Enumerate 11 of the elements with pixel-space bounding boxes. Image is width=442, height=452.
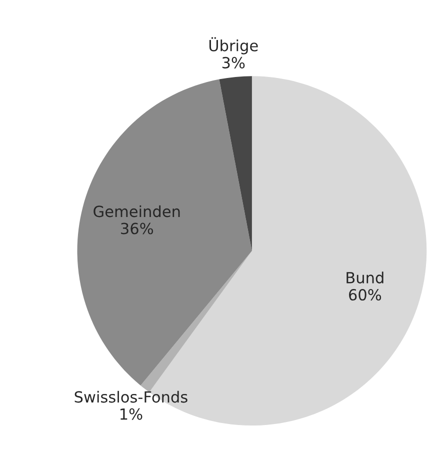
data-label: 3%: [222, 56, 245, 68]
slice-label: Bund: [346, 272, 384, 284]
data-label: 1%: [120, 408, 142, 420]
data-label: 60%: [349, 289, 382, 301]
pie-slice: [219, 76, 252, 251]
slice-label: Swisslos-Fonds: [74, 390, 188, 403]
pie-slice: [77, 79, 252, 386]
data-label: 36%: [121, 222, 154, 234]
pie-slice: [140, 250, 252, 392]
slice-label: Übrige: [209, 37, 258, 54]
slice-label: Gemeinden: [94, 205, 180, 218]
